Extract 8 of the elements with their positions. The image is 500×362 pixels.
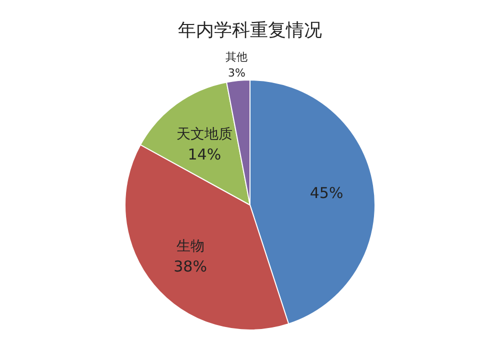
slice-label: 天文地质 [176,126,232,142]
data-label: 3% [228,66,246,80]
slice-label: 生物 [176,238,204,254]
slice-label: 其他 [226,50,248,64]
data-label: 45% [310,184,344,202]
chart-title: 年内学科重复情况 [178,20,322,41]
data-label: 38% [174,257,207,276]
data-label: 14% [188,145,222,164]
